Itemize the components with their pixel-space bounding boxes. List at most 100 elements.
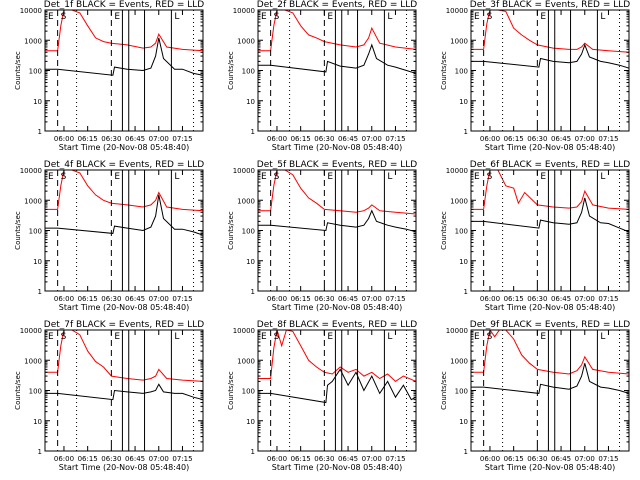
x-tick-label: 06:45: [125, 295, 145, 303]
y-tick-label: 10000: [20, 327, 42, 335]
x-tick-label: 06:15: [78, 455, 98, 463]
x-tick-label: 06:45: [338, 295, 358, 303]
y-tick-label: 10: [459, 258, 468, 266]
panel-5: Det_5f BLACK = Events, RED = LLD 1 10 100 10…: [227, 160, 417, 312]
series-black-events: [45, 194, 203, 236]
x-tick-label: 06:30: [101, 295, 121, 303]
y-tick-label: 100: [29, 68, 42, 76]
y-tick-label: 100: [29, 228, 42, 236]
x-tick-label: 07:15: [385, 455, 405, 463]
x-tick-label: 06:45: [551, 135, 571, 143]
mode-label: L: [174, 12, 179, 22]
y-tick-label: 1000: [24, 197, 42, 205]
x-tick-label: 06:45: [338, 455, 358, 463]
mode-label: E: [327, 332, 333, 342]
x-tick-label: 06:30: [527, 135, 547, 143]
x-tick-label: 07:00: [575, 295, 595, 303]
mode-label: E: [48, 332, 54, 342]
series-black-events: [471, 197, 629, 233]
x-axis-label: Start Time (20-Nov-08 05:48:40): [485, 303, 615, 312]
mode-label: E: [540, 172, 546, 182]
y-tick-label: 1: [251, 448, 255, 456]
y-tick-label: 1000: [237, 357, 255, 365]
mode-label: S: [274, 12, 280, 22]
panel-8: Det_8f BLACK = Events, RED = LLD 1 10 100 10…: [227, 320, 417, 472]
mode-label: E: [261, 12, 267, 22]
mode-label: E: [48, 12, 54, 22]
y-tick-label: 10: [33, 418, 42, 426]
y-axis-label: Counts/sec: [227, 211, 235, 250]
x-tick-label: 06:45: [551, 455, 571, 463]
panel-title: Det_1f BLACK = Events, RED = LLD: [44, 0, 204, 10]
x-tick-label: 06:30: [101, 455, 121, 463]
y-tick-label: 10: [246, 258, 255, 266]
mode-label: L: [174, 332, 179, 342]
y-tick-label: 10000: [20, 167, 42, 175]
x-tick-label: 06:15: [504, 455, 524, 463]
y-tick-label: 1000: [24, 37, 42, 45]
y-tick-label: 1000: [450, 37, 468, 45]
mode-label: L: [600, 332, 605, 342]
mode-label: E: [48, 172, 54, 182]
y-tick-label: 100: [242, 388, 255, 396]
x-tick-label: 06:00: [480, 295, 500, 303]
y-axis-label: Counts/sec: [14, 51, 22, 90]
mode-label: E: [327, 172, 333, 182]
mode-label: E: [474, 12, 480, 22]
y-tick-label: 1000: [237, 37, 255, 45]
panel-9: Det_9f BLACK = Events, RED = LLD 1 10 100 10…: [440, 320, 630, 472]
y-tick-label: 1: [38, 448, 42, 456]
mode-label: E: [114, 332, 120, 342]
x-axis-label: Start Time (20-Nov-08 05:48:40): [272, 143, 402, 152]
panel-4: Det_4f BLACK = Events, RED = LLD 1 10 100 10…: [14, 160, 204, 312]
y-tick-label: 1: [464, 288, 468, 296]
axes-frame: [44, 169, 204, 292]
y-tick-label: 10: [33, 258, 42, 266]
axes-frame: [257, 169, 417, 292]
x-tick-label: 07:15: [385, 295, 405, 303]
panel-2: Det_2f BLACK = Events, RED = LLD 1 10 100 10…: [227, 0, 417, 152]
panel-7: Det_7f BLACK = Events, RED = LLD 1 10 100 10…: [14, 320, 204, 472]
y-tick-label: 10000: [233, 167, 255, 175]
series-black-events: [258, 43, 416, 74]
y-axis-label: Counts/sec: [14, 211, 22, 250]
y-tick-label: 1000: [24, 357, 42, 365]
x-tick-label: 07:00: [575, 135, 595, 143]
x-tick-label: 07:00: [149, 295, 169, 303]
mode-label: E: [327, 12, 333, 22]
x-tick-label: 06:15: [78, 295, 98, 303]
y-tick-label: 100: [29, 388, 42, 396]
axes-frame: [470, 9, 630, 132]
x-tick-label: 06:15: [291, 295, 311, 303]
x-axis-label: Start Time (20-Nov-08 05:48:40): [485, 143, 615, 152]
mode-label: S: [487, 332, 493, 342]
x-tick-label: 06:30: [314, 295, 334, 303]
series-black-events: [471, 363, 629, 394]
x-tick-label: 06:00: [54, 135, 74, 143]
x-tick-label: 07:15: [598, 135, 618, 143]
x-tick-label: 06:00: [54, 455, 74, 463]
mode-label: S: [487, 172, 493, 182]
y-tick-label: 10000: [446, 7, 468, 15]
y-tick-label: 100: [242, 228, 255, 236]
x-tick-label: 06:00: [54, 295, 74, 303]
y-tick-label: 10000: [446, 167, 468, 175]
axes-frame: [470, 329, 630, 452]
y-axis-label: Counts/sec: [440, 51, 448, 90]
x-tick-label: 06:45: [125, 455, 145, 463]
y-tick-label: 10000: [233, 7, 255, 15]
series-black-events: [258, 209, 416, 233]
y-tick-label: 10: [459, 418, 468, 426]
y-tick-label: 10: [459, 98, 468, 106]
x-tick-label: 06:15: [504, 295, 524, 303]
mode-label: S: [61, 332, 67, 342]
mode-label: E: [114, 172, 120, 182]
x-tick-label: 07:00: [362, 135, 382, 143]
x-tick-label: 07:15: [172, 135, 192, 143]
mode-label: L: [174, 172, 179, 182]
y-tick-label: 1: [251, 128, 255, 136]
panel-title: Det_5f BLACK = Events, RED = LLD: [257, 160, 417, 170]
y-axis-label: Counts/sec: [440, 211, 448, 250]
x-tick-label: 06:30: [314, 455, 334, 463]
y-tick-label: 1: [38, 128, 42, 136]
